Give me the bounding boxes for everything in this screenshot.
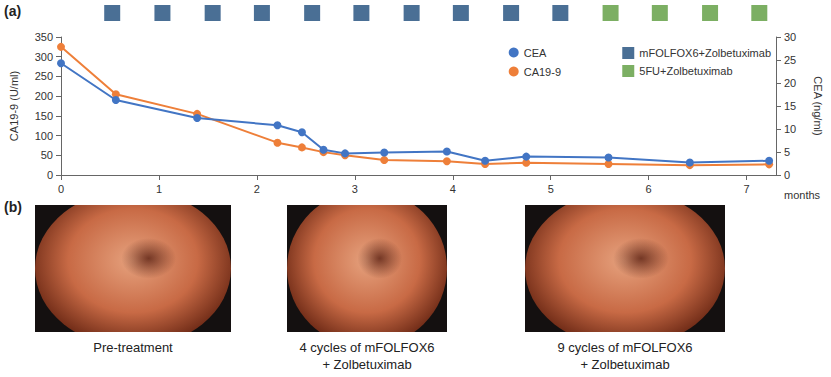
svg-text:250: 250 xyxy=(35,70,53,82)
svg-text:CA19-9 (U/ml): CA19-9 (U/ml) xyxy=(8,71,20,141)
svg-text:(a): (a) xyxy=(4,3,21,19)
svg-text:0: 0 xyxy=(58,183,64,195)
svg-text:50: 50 xyxy=(41,149,53,161)
svg-text:2: 2 xyxy=(254,183,260,195)
svg-text:5FU+Zolbetuximab: 5FU+Zolbetuximab xyxy=(639,65,732,77)
svg-text:(b): (b) xyxy=(4,199,22,215)
svg-text:+ Zolbetuximab: + Zolbetuximab xyxy=(580,357,669,372)
svg-text:4: 4 xyxy=(450,183,456,195)
svg-text:30: 30 xyxy=(784,31,796,43)
svg-text:9 cycles of mFOLFOX6: 9 cycles of mFOLFOX6 xyxy=(557,340,692,355)
svg-text:+ Zolbetuximab: + Zolbetuximab xyxy=(322,357,411,372)
svg-text:200: 200 xyxy=(35,90,53,102)
svg-text:0: 0 xyxy=(784,169,790,181)
svg-text:1: 1 xyxy=(156,183,162,195)
svg-text:CEA (ng/ml): CEA (ng/ml) xyxy=(812,76,824,135)
svg-text:300: 300 xyxy=(35,51,53,63)
svg-text:5: 5 xyxy=(548,183,554,195)
svg-text:Pre-treatment: Pre-treatment xyxy=(93,340,173,355)
svg-text:5: 5 xyxy=(784,146,790,158)
svg-text:6: 6 xyxy=(646,183,652,195)
svg-text:10: 10 xyxy=(784,123,796,135)
svg-text:CEA: CEA xyxy=(524,47,547,59)
svg-text:100: 100 xyxy=(35,130,53,142)
svg-text:15: 15 xyxy=(784,100,796,112)
svg-text:7: 7 xyxy=(744,183,750,195)
svg-text:3: 3 xyxy=(352,183,358,195)
svg-text:CA19-9: CA19-9 xyxy=(524,66,561,78)
svg-text:350: 350 xyxy=(35,31,53,43)
svg-text:4 cycles of mFOLFOX6: 4 cycles of mFOLFOX6 xyxy=(299,340,434,355)
svg-text:20: 20 xyxy=(784,77,796,89)
svg-text:0: 0 xyxy=(47,169,53,181)
svg-text:25: 25 xyxy=(784,54,796,66)
svg-text:months: months xyxy=(784,189,821,201)
svg-text:mFOLFOX6+Zolbetuximab: mFOLFOX6+Zolbetuximab xyxy=(639,47,771,59)
svg-text:150: 150 xyxy=(35,110,53,122)
